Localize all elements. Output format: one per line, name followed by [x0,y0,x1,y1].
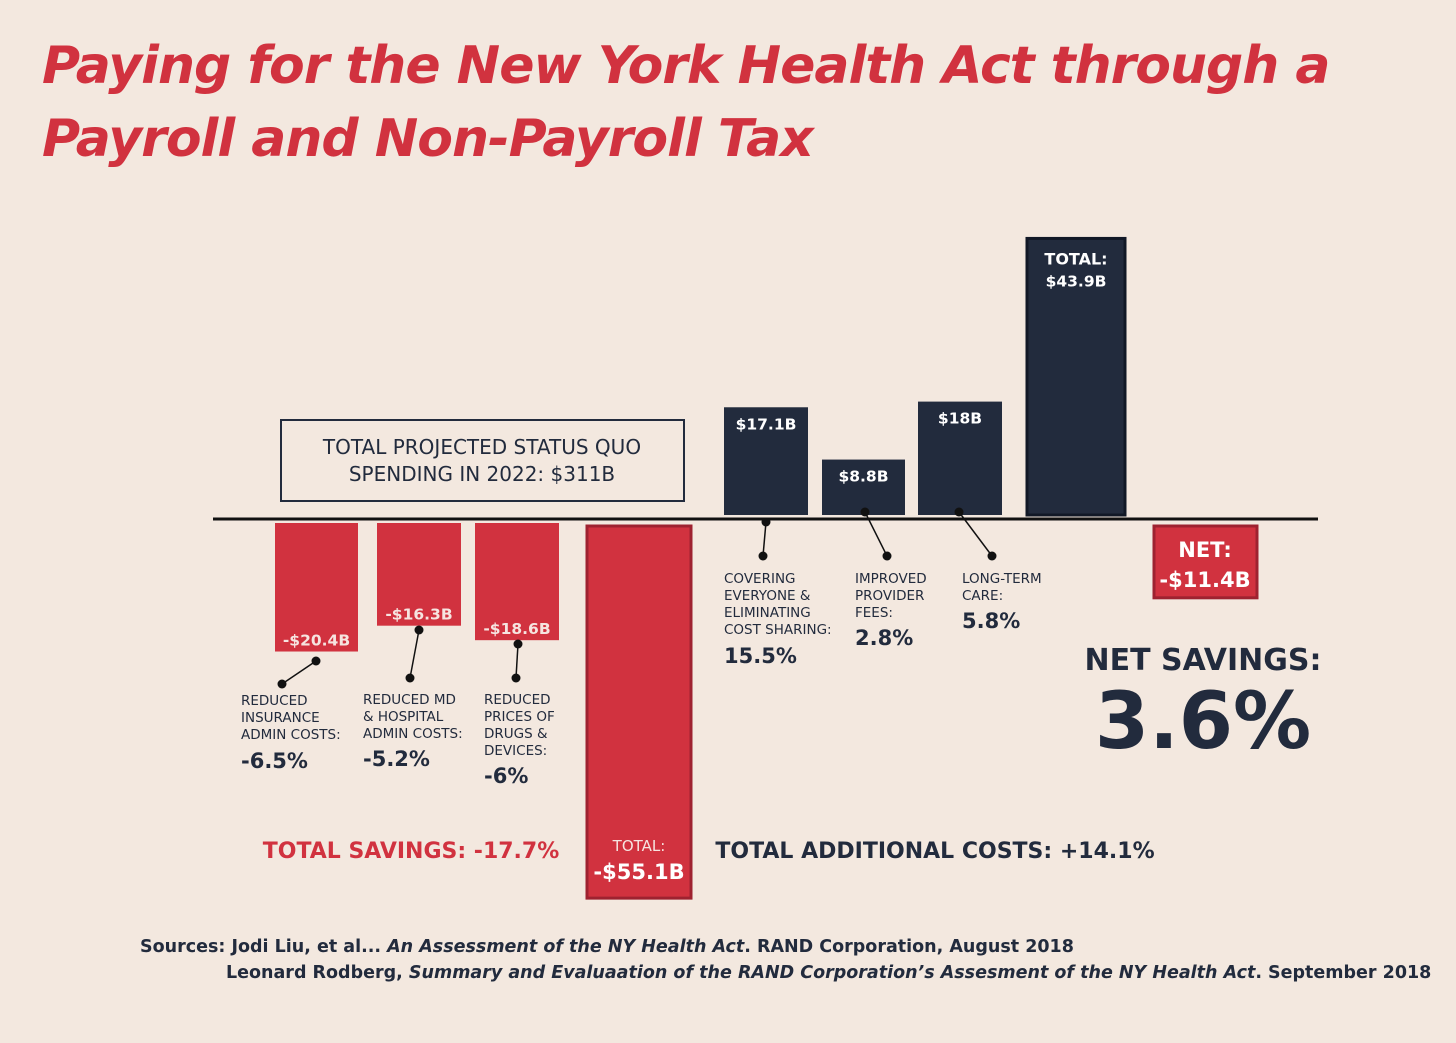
net-savings-pct: 3.6% [1095,677,1311,767]
cost-label-1-3: ELIMINATING [724,605,811,621]
savings-label-1-3: ADMIN COSTS: [241,727,341,743]
savings-bar-2 [377,523,461,626]
chart-title: Paying for the New York Health Act throu… [42,30,1442,176]
savings-leader-dot-bottom-2 [405,673,415,683]
cost-label-1-4: COST SHARING: [724,622,832,638]
cost-label-2-1: IMPROVED [855,571,927,587]
cost-leader-dot-top-2 [860,507,870,517]
savings-bar-3 [475,523,559,641]
savings-label-1-2: INSURANCE [241,710,320,726]
source-1-title: An Assessment of the NY Health Act [387,937,745,957]
source-line-1: Sources: Jodi Liu, et al... An Assessmen… [140,934,1074,960]
savings-pct-2: -5.2% [363,747,430,771]
status-quo-box [280,419,685,502]
total-savings-caption: TOTAL SAVINGS: -17.7% [263,839,560,864]
cost-leader-dot-bottom-1 [758,551,768,561]
savings-bar-1 [275,523,358,652]
savings-leader-1 [281,660,317,685]
chart-title-line-1: Paying for the New York Health Act throu… [42,36,1330,96]
savings-pct-1: -6.5% [241,749,308,773]
chart-title-line-2: Payroll and Non-Payroll Tax [42,109,814,169]
savings-bar-value-2: -$16.3B [385,606,452,624]
cost-label-3-2: CARE: [962,588,1003,604]
cost-leader-dot-bottom-3 [987,551,997,561]
costs-total-label: TOTAL: [1044,249,1107,268]
savings-label-3-4: DEVICES: [484,743,547,759]
savings-label-3-1: REDUCED [484,692,551,708]
savings-label-2-3: ADMIN COSTS: [363,726,463,742]
cost-bar-1 [724,407,808,515]
savings-label-2-2: & HOSPITAL [363,709,444,725]
savings-total-value: -$55.1B [593,860,684,884]
cost-label-2-2: PROVIDER [855,588,924,604]
cost-label-1-1: COVERING [724,571,796,587]
savings-label-3-2: PRICES OF [484,709,555,725]
cost-leader-dot-top-3 [954,507,964,517]
cost-bar-3 [918,401,1002,515]
savings-leader-dot-top-3 [513,639,523,649]
cost-pct-3: 5.8% [962,609,1020,633]
savings-pct-3: -6% [484,764,528,788]
savings-leader-dot-top-2 [414,625,424,635]
cost-label-3-1: LONG-TERM [962,571,1042,587]
cost-bar-2 [822,459,905,515]
status-quo-line-2: SPENDING IN 2022: $311B [349,462,615,486]
source-1-suffix: . RAND Corporation, August 2018 [744,937,1074,957]
cost-leader-dot-bottom-2 [882,551,892,561]
source-2-title: Summary and Evaluaation of the RAND Corp… [408,963,1256,983]
source-1-prefix: Sources: Jodi Liu, et al... [140,937,388,957]
savings-total-label: TOTAL: [612,837,666,855]
savings-label-2-1: REDUCED MD [363,692,456,708]
cost-leader-1 [762,521,767,557]
savings-leader-dot-top-1 [311,656,321,666]
cost-label-1-2: EVERYONE & [724,588,811,604]
total-costs-caption: TOTAL ADDITIONAL COSTS: +14.1% [715,839,1154,864]
savings-leader-dot-bottom-3 [511,673,521,683]
source-2-prefix: Leonard Rodberg, [226,963,409,983]
costs-total-value: $43.9B [1046,272,1107,290]
status-quo-line-1: TOTAL PROJECTED STATUS QUO [322,435,641,459]
cost-bar-value-2: $8.8B [838,468,888,486]
net-savings-title: NET SAVINGS: [1084,643,1321,678]
net-bar-label: NET: [1178,538,1232,562]
cost-pct-1: 15.5% [724,644,797,668]
savings-bar-value-3: -$18.6B [483,620,550,638]
savings-bar-value-1: -$20.4B [283,632,350,650]
net-bar [1152,524,1259,600]
savings-total-bar [585,524,693,900]
net-bar-value: -$11.4B [1159,568,1250,592]
savings-label-1-1: REDUCED [241,693,308,709]
savings-leader-2 [409,629,420,679]
source-2-suffix: . September 2018 [1255,963,1432,983]
savings-leader-3 [515,643,519,679]
savings-leader-dot-bottom-1 [277,679,287,689]
cost-label-2-3: FEES: [855,605,893,621]
cost-bar-value-1: $17.1B [736,415,797,433]
source-line-2: Leonard Rodberg, Summary and Evaluaation… [226,960,1431,986]
cost-bar-value-3: $18B [938,410,982,428]
savings-label-3-3: DRUGS & [484,726,548,742]
cost-pct-2: 2.8% [855,626,913,650]
costs-total-bar [1025,236,1127,517]
